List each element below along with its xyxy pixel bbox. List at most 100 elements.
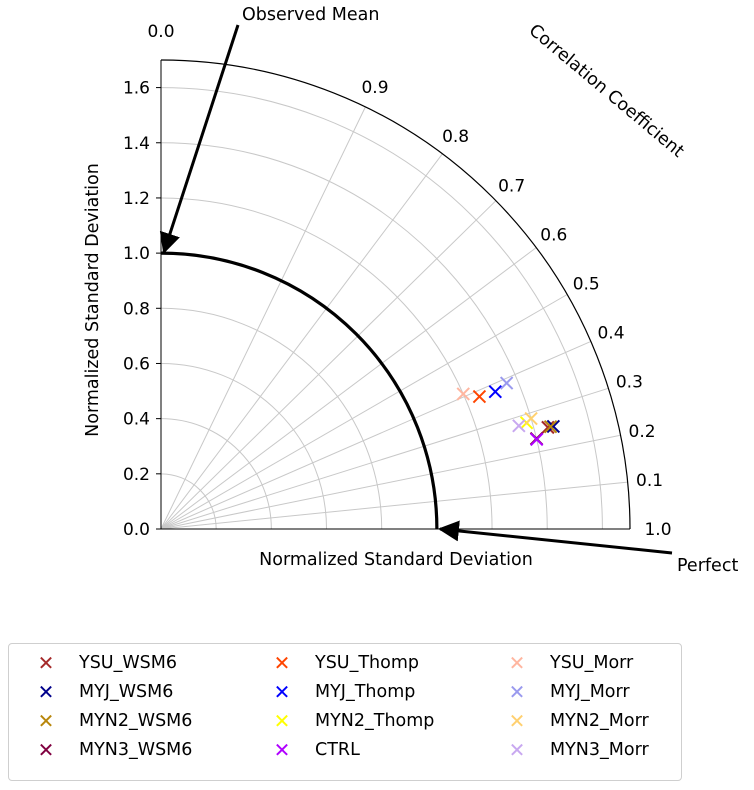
legend-label: MYN2_WSM6 [79,711,193,731]
observed-mean-label: Observed Mean [242,5,379,25]
data-point-myn2-morr [524,411,538,426]
legend-item-ysu-thomp: ✕ YSU_Thomp [267,650,419,676]
legend-label: YSU_WSM6 [79,653,178,673]
correlation-tick-label: 0.2 [629,422,656,442]
correlation-tick-label: 0.7 [498,176,525,196]
std-tick-label: 1.4 [123,134,150,154]
marker-stroke [488,384,503,399]
legend-marker: ✕ [37,680,55,704]
legend-marker: ✕ [37,738,55,762]
legend-label: MYN3_WSM6 [79,740,193,760]
grid-lines [160,87,628,530]
legend-marker: ✕ [273,738,291,762]
data-point-myj-wsm6 [546,419,561,434]
std-tick-label: 0.4 [123,410,150,430]
correlation-tick-label: 0.1 [636,471,663,491]
legend-label: MYN3_Morr [550,740,649,760]
legend-marker: ✕ [37,651,55,675]
marker-stroke [472,389,487,404]
correlation-grid-line [160,340,592,530]
std-grid-arc [160,87,603,530]
legend-label: MYJ_WSM6 [79,682,174,702]
legend-item-ysu-morr: ✕ YSU_Morr [502,650,634,676]
legend-label: YSU_Thomp [315,653,420,673]
correlation-grid-line [160,481,628,530]
std-tick-label: 0.0 [123,520,150,540]
marker-stroke [529,432,544,447]
data-point-myn3-morr [512,419,526,433]
legend-marker: ✕ [508,680,526,704]
annotations [159,24,673,555]
legend-item-ysu-wsm6: ✕ YSU_WSM6 [31,650,177,676]
data-point-myn2-wsm6 [543,419,558,434]
legend-item-myj-wsm6: ✕ MYJ_WSM6 [31,679,174,705]
marker-stroke [524,411,538,426]
std-tick-label: 0.6 [123,354,150,374]
observed-mean-arrow [159,24,240,254]
outer-arc [160,59,631,530]
std-tick-label: 1.0 [123,244,150,264]
legend: ✕ YSU_WSM6 ✕ MYJ_WSM6 ✕ MYN2_WSM6 ✕ MYN3_WSM6 ✕ Y… [8,643,682,781]
data-point-ysu-wsm6 [541,420,555,435]
correlation-grid-line [160,434,621,530]
std-grid-arc [160,362,328,530]
legend-item-myn2-morr: ✕ MYN2_Morr [502,708,649,734]
legend-item-ctrl: ✕ CTRL [267,737,360,763]
legend-marker: ✕ [273,680,291,704]
legend-item-myn3-morr: ✕ MYN3_Morr [502,737,649,763]
correlation-grid-line [160,200,497,530]
legend-label: MYN2_Morr [550,711,649,731]
legend-marker: ✕ [37,709,55,733]
data-point-myj-thomp [488,384,503,399]
legend-item-myn2-wsm6: ✕ MYN2_WSM6 [31,708,193,734]
correlation-grid-line [160,106,366,530]
std-tick-label: 1.6 [123,79,150,99]
diagram-frame [160,59,631,530]
std-grid-arc [160,307,383,530]
legend-label: CTRL [315,740,360,760]
legend-marker: ✕ [273,709,291,733]
legend-item-myj-morr: ✕ MYJ_Morr [502,679,630,705]
marker-stroke [499,376,514,390]
correlation-grid-line [160,247,537,530]
correlation-grid-line [160,387,609,530]
x-axis-label: Normalized Standard Deviation [259,550,533,570]
legend-item-myj-thomp: ✕ MYJ_Thomp [267,679,416,705]
data-points [456,376,561,447]
std-tick-label: 1.2 [123,189,150,209]
correlation-tick-label: 0.8 [442,127,469,147]
std-grid-arc [160,197,493,530]
marker-stroke [512,419,526,433]
y-axis-label: Normalized Standard Deviation [83,163,103,437]
legend-label: YSU_Morr [550,653,634,673]
correlation-tick-label: 0.0 [147,22,174,42]
std-tick-label: 0.8 [123,299,150,319]
data-point-ysu-thomp [472,389,487,404]
std-tick-label: 0.2 [123,465,150,485]
perfect-arrow [437,520,673,555]
data-point-myj-morr [499,376,514,390]
std-grid-arc [160,473,217,530]
marker-stroke [543,419,558,434]
marker-stroke [456,387,470,401]
legend-item-myn2-thomp: ✕ MYN2_Thomp [267,708,435,734]
correlation-tick-label: 0.9 [361,78,388,98]
marker-stroke [541,420,555,435]
legend-marker: ✕ [273,651,291,675]
correlation-tick-label: 0.3 [616,373,643,393]
correlation-tick-label: 0.6 [540,225,567,245]
correlation-axis-label: Correlation Coefficient [525,21,688,162]
marker-stroke [546,419,561,434]
tick-labels: 0.0 0.2 0.4 0.6 0.8 1.0 1.2 1.4 1.6 0.0 0.1 0.2 0.3 0… [123,22,672,540]
correlation-grid-line [160,153,443,530]
correlation-grid-line [160,294,568,530]
correlation-tick-label: 0.4 [597,324,624,344]
legend-label: MYJ_Thomp [315,682,416,702]
reference-arc [160,251,439,530]
correlation-tick-label: 0.5 [573,275,600,295]
legend-label: MYN2_Thomp [315,711,435,731]
data-point-ctrl [529,432,544,447]
correlation-tick-label: 1.0 [644,520,671,540]
taylor-diagram: 0.0 0.2 0.4 0.6 0.8 1.0 1.2 1.4 1.6 0.0 0.1 0.2 0.3 0… [83,5,738,576]
legend-marker: ✕ [508,738,526,762]
